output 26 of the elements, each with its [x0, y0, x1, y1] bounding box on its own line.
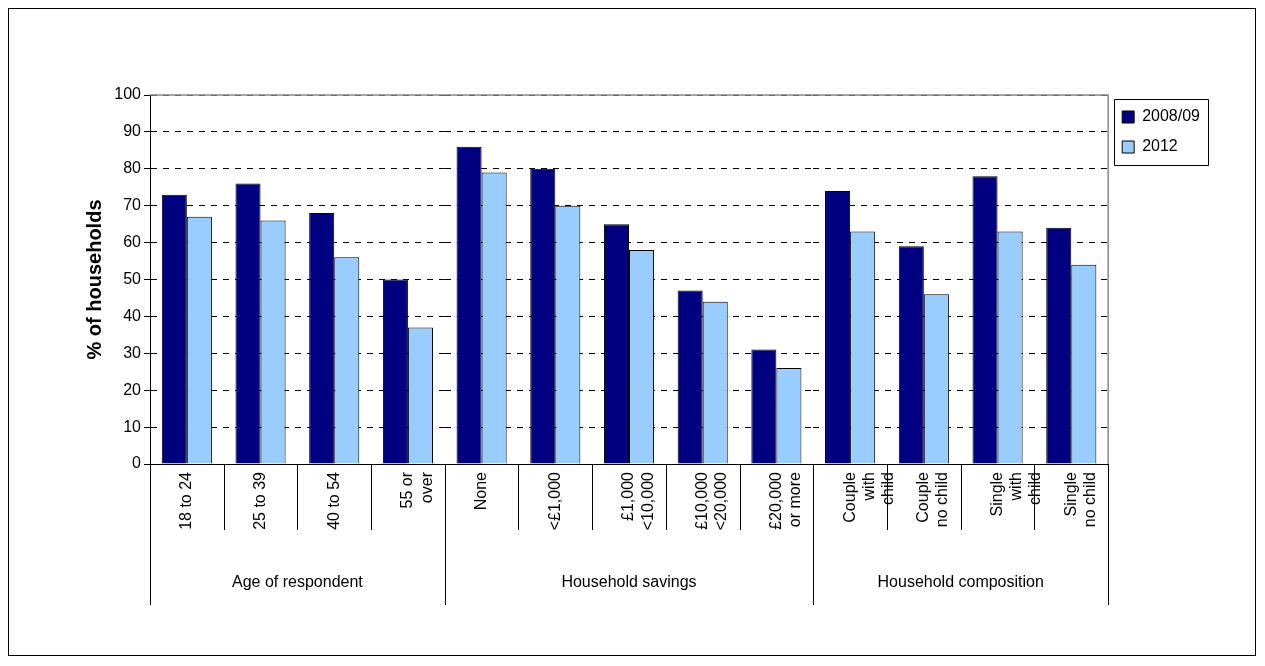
- legend-label: 2008/09: [1142, 107, 1201, 125]
- x-tick-label: £10,000 <20,000: [693, 471, 730, 531]
- y-tick-label: 90: [123, 122, 142, 140]
- y-tick-label: 20: [123, 380, 142, 398]
- y-tick-label: 70: [123, 196, 142, 214]
- x-tick-label: £20,000 or more: [766, 471, 803, 530]
- y-tick-label: 30: [123, 343, 142, 361]
- y-tick-label: 40: [123, 306, 142, 324]
- x-tick-label: 18 to 24: [177, 471, 195, 530]
- x-tick-label: <£1,000: [545, 471, 563, 531]
- y-axis-title: % of households: [82, 199, 105, 360]
- y-tick-label: 100: [114, 85, 142, 103]
- x-axis-title: Household composition: [877, 572, 1044, 590]
- x-tick-label: 25 to 39: [250, 471, 268, 530]
- legend-label: 2012: [1142, 137, 1178, 155]
- y-tick-label: 80: [123, 159, 142, 177]
- x-axis-title: Household savings: [561, 572, 697, 590]
- x-axis-title: Age of respondent: [232, 572, 364, 590]
- x-tick-label: 40 to 54: [324, 471, 342, 530]
- x-tick-label: None: [472, 471, 490, 511]
- y-tick-label: 60: [123, 233, 142, 251]
- x-tick-label: £1,000 <10,000: [619, 471, 656, 531]
- x-tick-label: 55 or over: [398, 471, 435, 509]
- y-tick-label: 0: [132, 454, 142, 472]
- y-tick-label: 50: [123, 269, 142, 287]
- y-tick-label: 10: [123, 417, 142, 435]
